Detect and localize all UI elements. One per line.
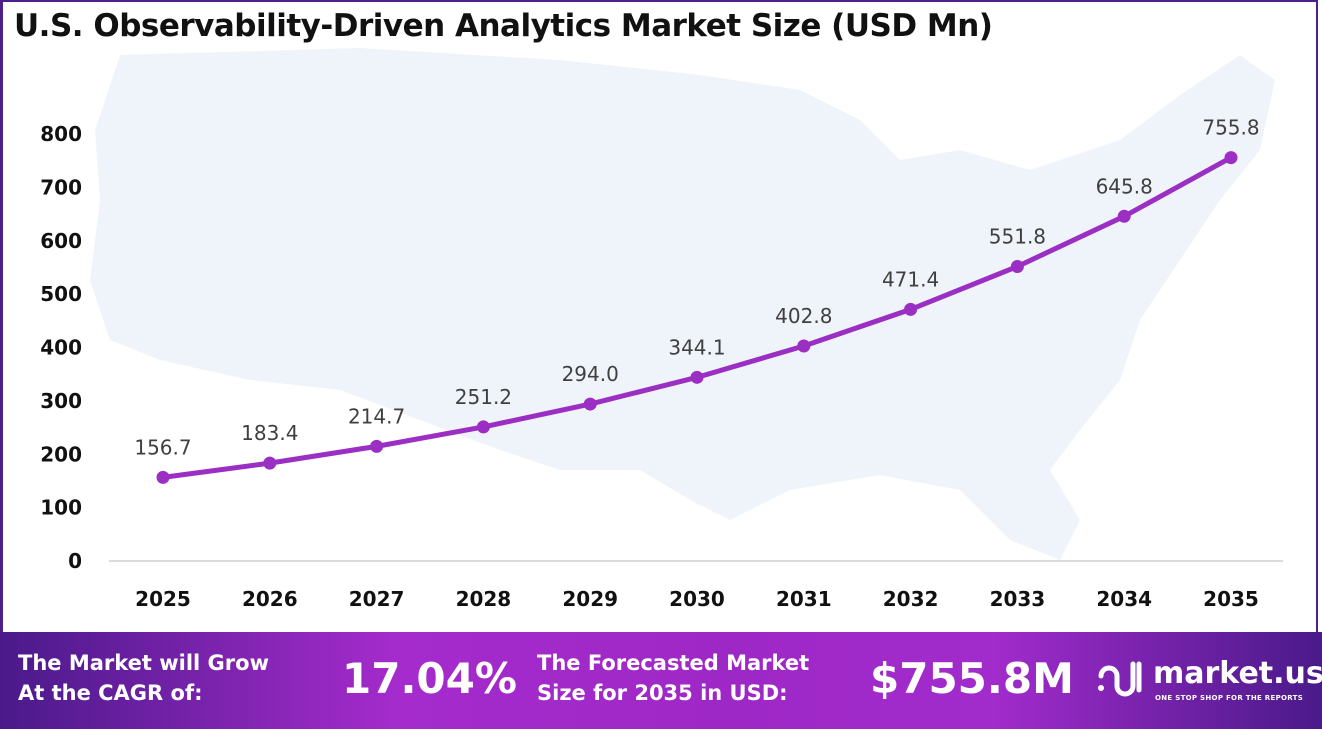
market-us-logo: market.us ONE STOP SHOP FOR THE REPORTS xyxy=(1095,656,1322,705)
cagr-label-line2: At the CAGR of: xyxy=(18,681,203,705)
us-map-background xyxy=(90,48,1275,560)
summary-banner: The Market will Grow At the CAGR of: 17.… xyxy=(0,632,1322,729)
chart-frame xyxy=(0,0,1318,632)
market-us-logo-icon xyxy=(1098,661,1142,697)
forecast-label: The Forecasted Market Size for 2035 in U… xyxy=(537,648,809,708)
x-tick-label: 2027 xyxy=(349,587,405,611)
data-point xyxy=(1010,259,1024,273)
data-point xyxy=(370,439,384,453)
data-label: 471.4 xyxy=(882,267,939,291)
logo-name: market.us xyxy=(1153,656,1322,691)
forecast-label-line2: Size for 2035 in USD: xyxy=(537,681,788,705)
data-point xyxy=(263,456,277,470)
forecast-value: $755.8M xyxy=(870,654,1074,703)
cagr-label: The Market will Grow At the CAGR of: xyxy=(18,648,269,708)
x-tick-label: 2030 xyxy=(669,587,725,611)
x-tick-label: 2032 xyxy=(883,587,939,611)
cagr-label-line1: The Market will Grow xyxy=(18,651,269,675)
data-point xyxy=(904,302,918,316)
data-label: 402.8 xyxy=(775,304,832,328)
y-tick-label: 200 xyxy=(40,442,82,466)
data-label: 294.0 xyxy=(562,362,619,386)
data-label: 645.8 xyxy=(1096,174,1153,198)
data-label: 156.7 xyxy=(134,435,191,459)
x-tick-label: 2034 xyxy=(1096,587,1152,611)
y-tick-label: 100 xyxy=(40,496,82,520)
data-point xyxy=(583,397,597,411)
x-tick-label: 2026 xyxy=(242,587,298,611)
data-point xyxy=(156,470,170,484)
data-label: 183.4 xyxy=(241,421,298,445)
y-tick-label: 0 xyxy=(68,549,82,573)
y-tick-label: 300 xyxy=(40,389,82,413)
data-label: 214.7 xyxy=(348,404,405,428)
y-tick-label: 700 xyxy=(40,175,82,199)
x-tick-label: 2035 xyxy=(1203,587,1259,611)
y-tick-label: 800 xyxy=(40,122,82,146)
data-label: 551.8 xyxy=(989,224,1046,248)
data-label: 755.8 xyxy=(1202,116,1259,140)
data-label: 251.2 xyxy=(455,385,512,409)
y-tick-label: 400 xyxy=(40,336,82,360)
forecast-label-line1: The Forecasted Market xyxy=(537,651,810,675)
data-label: 344.1 xyxy=(668,335,725,359)
x-tick-label: 2025 xyxy=(135,587,191,611)
x-tick-label: 2031 xyxy=(776,587,832,611)
line-chart: 0 100 200 300 400 500 600 700 800 2025 2026 2027 202… xyxy=(40,48,1283,611)
chart-title: U.S. Observability-Driven Analytics Mark… xyxy=(14,8,993,44)
data-point xyxy=(1117,209,1131,223)
data-point xyxy=(797,339,811,353)
logo-tagline: ONE STOP SHOP FOR THE REPORTS xyxy=(1155,694,1304,702)
x-tick-label: 2029 xyxy=(562,587,618,611)
data-point xyxy=(476,420,490,434)
x-tick-label: 2033 xyxy=(990,587,1046,611)
y-tick-label: 500 xyxy=(40,282,82,306)
y-tick-label: 600 xyxy=(40,229,82,253)
data-point xyxy=(690,370,704,384)
cagr-value: 17.04% xyxy=(342,654,517,703)
x-tick-label: 2028 xyxy=(456,587,512,611)
data-point xyxy=(1224,151,1238,165)
